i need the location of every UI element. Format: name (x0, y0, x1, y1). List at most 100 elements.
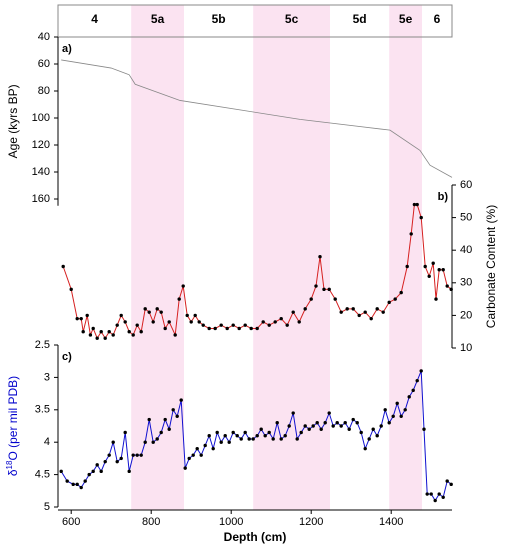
data-point (311, 424, 315, 428)
stage-band (389, 5, 422, 510)
y-axis-label-part: O (per mil PDB) (6, 376, 20, 461)
data-point (437, 492, 441, 496)
y-tick-label: 50 (460, 212, 472, 224)
data-point (139, 453, 143, 457)
data-point (381, 310, 385, 314)
data-point (303, 424, 307, 428)
data-point (237, 326, 241, 331)
y-axis-label: Carbonate Content (%) (484, 205, 498, 328)
y-tick-label: 160 (32, 193, 50, 205)
data-point (135, 453, 139, 457)
data-point (347, 427, 351, 431)
data-point (147, 417, 151, 422)
data-point (111, 333, 115, 337)
data-point (415, 202, 419, 207)
data-point (449, 482, 453, 487)
data-point (91, 326, 95, 331)
data-point (343, 421, 347, 425)
data-point (119, 456, 123, 461)
stage-band (131, 5, 184, 510)
data-point (249, 326, 253, 331)
x-tick-label: 600 (62, 516, 80, 528)
y-tick-label: 30 (460, 277, 472, 289)
data-point (261, 320, 265, 324)
data-point (127, 469, 131, 474)
x-axis-label: Depth (cm) (224, 530, 287, 544)
data-point (351, 307, 355, 311)
y-tick-label: 10 (460, 342, 472, 354)
data-point (111, 440, 115, 444)
data-point (123, 430, 127, 435)
x-tick-label: 1200 (299, 516, 323, 528)
data-point (207, 434, 211, 438)
data-point (291, 411, 295, 415)
data-point (79, 485, 83, 490)
data-point (183, 466, 187, 470)
stage-label: 5e (399, 12, 413, 26)
data-point (391, 414, 395, 418)
data-point (327, 287, 331, 292)
data-point (203, 443, 207, 448)
data-point (419, 369, 423, 373)
data-point (357, 313, 361, 318)
data-point (375, 307, 379, 311)
y-axis-label: Age (kyrs BP) (6, 84, 20, 158)
data-point (197, 320, 201, 324)
data-point (299, 430, 303, 435)
data-point (309, 297, 313, 301)
data-point (267, 430, 271, 435)
data-point (231, 323, 235, 327)
data-point (195, 446, 199, 451)
data-point (383, 408, 387, 412)
data-point (159, 430, 163, 435)
data-point (403, 408, 407, 412)
data-point (255, 326, 259, 331)
data-point (437, 268, 441, 272)
data-point (367, 437, 371, 441)
y-tick-label: 60 (460, 179, 472, 191)
data-point (405, 264, 409, 269)
data-point (345, 307, 349, 311)
data-point (327, 411, 331, 415)
y-tick-label: 4.5 (35, 469, 50, 481)
data-point (445, 479, 449, 483)
x-tick-label: 1400 (379, 516, 403, 528)
data-point (189, 320, 193, 324)
data-point (409, 232, 413, 236)
data-point (243, 430, 247, 435)
y-tick-label: 40 (460, 244, 472, 256)
data-point (387, 300, 391, 305)
data-point (363, 310, 367, 314)
panel-label: a) (62, 43, 72, 55)
data-point (211, 446, 215, 451)
data-point (163, 417, 167, 422)
data-point (83, 479, 87, 483)
data-point (433, 498, 437, 503)
data-point (75, 482, 79, 487)
data-point (295, 437, 299, 441)
data-point (315, 421, 319, 425)
data-point (318, 255, 322, 259)
data-point (119, 313, 123, 318)
data-point (155, 307, 159, 311)
data-point (427, 274, 431, 278)
data-point (143, 307, 147, 311)
data-point (147, 310, 151, 314)
data-point (393, 297, 397, 301)
data-point (143, 440, 147, 444)
y-tick-label: 140 (32, 166, 50, 178)
data-point (219, 440, 223, 444)
data-point (297, 320, 301, 324)
data-point (167, 320, 171, 324)
panel-label: c) (62, 351, 72, 363)
data-point (425, 492, 429, 496)
data-point (59, 469, 63, 474)
data-point (287, 424, 291, 428)
data-point (173, 333, 177, 337)
y-axis-label-part: δ (6, 469, 20, 476)
series-line (61, 59, 453, 178)
data-point (259, 427, 263, 431)
data-point (339, 424, 343, 428)
y-tick-label: 40 (38, 31, 50, 43)
data-point (247, 437, 251, 441)
